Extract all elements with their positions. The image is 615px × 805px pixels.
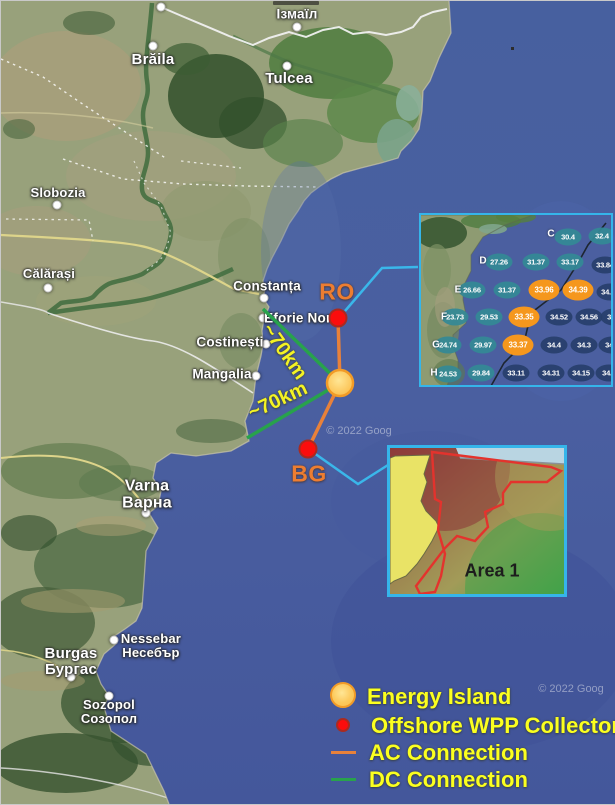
city-dot-eforie-nord (258, 313, 268, 323)
wind-row-label: D (479, 255, 487, 267)
wind-value-badge: 34.8 (600, 308, 611, 326)
dc-connection-line-south (246, 381, 341, 440)
wind-value-badge: 33.96 (528, 279, 560, 301)
wind-value-badge: 27.26 (485, 253, 513, 271)
city-label-varna: Varna Варна (122, 477, 172, 512)
wind-value-badge: 31.37 (493, 281, 521, 299)
wind-value-badge: 30.4 (554, 228, 582, 246)
city-dot-varna (141, 508, 151, 518)
energy-island-marker (325, 368, 355, 398)
inset-link-line-area (313, 451, 389, 486)
city-dot-braila (148, 41, 158, 51)
area1-label: Area 1 (464, 560, 520, 581)
wpp-collector-marker-ro (328, 308, 348, 328)
city-dot-nessebar (109, 635, 119, 645)
area1-inset-map (390, 448, 564, 594)
map-attribution: © 2022 Goog (538, 683, 604, 695)
borders (1, 6, 448, 274)
wind-row-label: C (547, 228, 555, 240)
wind-value-badge: 23.73 (441, 308, 469, 326)
clipped-city-label (273, 1, 319, 5)
map-attribution: © 2022 Goog (326, 425, 392, 437)
city-dot-slobozia (52, 200, 62, 210)
city-dot-burgas (66, 672, 76, 682)
city-dot-constanta (259, 293, 269, 303)
city-label-eforie-nord: Eforie Nord (264, 310, 340, 326)
city-label-constanta: Constanța (233, 278, 301, 294)
wind-speed-inset: C 30.4 32.4 D 27.26 31.37 33.17 33.84 E … (419, 213, 613, 387)
wind-value-badge: 34.39 (562, 279, 594, 301)
roads (1, 111, 260, 799)
city-label-izmail: Ізмаїл (276, 6, 318, 22)
city-label-costinesti: Costinești (196, 334, 264, 350)
black-sea (96, 1, 615, 804)
city-label-slobozia: Slobozia (30, 184, 86, 200)
wind-value-badge: 34.4 (598, 336, 611, 354)
city-label-tulcea: Tulcea (265, 69, 313, 87)
wind-value-badge: 24.74 (434, 336, 462, 354)
area1-inset: Area 1 (387, 445, 567, 597)
wind-value-badge: 34.89 (596, 283, 611, 301)
wind-row-label: G (432, 339, 440, 351)
wind-value-badge: 31.37 (522, 253, 550, 271)
wind-value-badge: 29.97 (469, 336, 497, 354)
city-dot-mangalia (251, 371, 261, 381)
wind-value-badge: 32.4 (588, 227, 611, 245)
wind-value-badge: 34.52 (545, 308, 573, 326)
city-dot-calarasi (43, 283, 53, 293)
wind-value-badge: 29.53 (475, 308, 503, 326)
wind-value-badge: 33.11 (502, 364, 530, 382)
wind-value-badge: 34.31 (537, 364, 565, 382)
city-label-calarasi: Călărași (22, 265, 76, 281)
inset-sea-strip (456, 448, 564, 464)
city-dot-sozopol (104, 691, 114, 701)
wind-value-badge: 34.56 (575, 308, 603, 326)
wind-value-badge: 24.53 (434, 365, 462, 383)
dc-connection-line-north (261, 307, 342, 385)
city-dot (156, 2, 166, 12)
wind-row-label: H (430, 367, 438, 379)
wind-value-badge: 33.35 (508, 306, 540, 328)
city-label-nessebar: Nessebar Несебър (120, 630, 182, 660)
wpp-collector-marker-bg (298, 439, 318, 459)
land-texture (1, 11, 422, 793)
country-marker-bg: BG (291, 460, 327, 487)
city-label-braila: Brăila (131, 50, 175, 68)
city-dot-izmail (292, 22, 302, 32)
wind-value-badge: 33.17 (556, 253, 584, 271)
city-dot-tulcea (282, 61, 292, 71)
city-label-mangalia: Mangalia (192, 366, 252, 382)
zone-boundary-line (490, 222, 607, 385)
area1-outline (414, 450, 564, 594)
wind-row-label: F (440, 311, 448, 323)
wind-value-badge: 34.4 (540, 336, 568, 354)
small-island-dot (511, 47, 514, 50)
wind-value-badge: 33.84 (591, 256, 611, 274)
wind-value-badge: 26.66 (458, 281, 486, 299)
wind-value-badge: 29.84 (467, 364, 495, 382)
city-label-burgas: Burgas Бургас (44, 644, 98, 678)
city-label-sozopol: Sozopol Созопол (80, 696, 138, 726)
wind-row-label: E (454, 284, 462, 296)
wind-value-badge: 34.3 (570, 336, 598, 354)
city-dot-costinesti (261, 339, 271, 349)
inset-link-line-wind (344, 265, 419, 312)
wind-value-badge: 34.15 (567, 364, 595, 382)
country-marker-ro: RO (319, 278, 355, 305)
wind-value-badge: 34.1 (595, 364, 611, 382)
wind-value-badge: 33.37 (502, 334, 534, 356)
